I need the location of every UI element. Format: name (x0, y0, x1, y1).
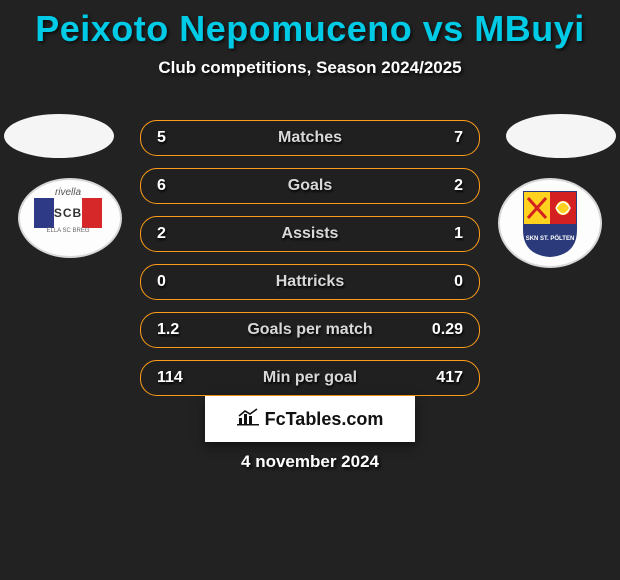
badge-left-mid: SCB (54, 206, 82, 220)
stat-label: Min per goal (213, 369, 407, 387)
stat-row-assists: 2 Assists 1 (140, 216, 480, 252)
comparison-card: Peixoto Nepomuceno vs MBuyi Club competi… (0, 0, 620, 580)
stat-left: 5 (141, 129, 213, 147)
svg-text:SKN ST. PÖLTEN: SKN ST. PÖLTEN (526, 235, 575, 242)
stat-right: 1 (407, 225, 479, 243)
stats-table: 5 Matches 7 6 Goals 2 2 Assists 1 0 Hatt… (140, 120, 480, 408)
stat-right: 0 (407, 273, 479, 291)
stat-left: 1.2 (141, 321, 213, 339)
stat-row-gpm: 1.2 Goals per match 0.29 (140, 312, 480, 348)
stat-left: 0 (141, 273, 213, 291)
stat-row-mpg: 114 Min per goal 417 (140, 360, 480, 396)
club-badge-left: rivella SCB ELLA SC BREG (18, 178, 122, 258)
stat-left: 2 (141, 225, 213, 243)
badge-left-bottom: ELLA SC BREG (34, 228, 102, 234)
stat-left: 114 (141, 369, 213, 387)
club-badge-right: SKN ST. PÖLTEN (498, 178, 602, 268)
subtitle: Club competitions, Season 2024/2025 (0, 58, 620, 78)
stat-label: Goals per match (213, 321, 407, 339)
player-right-placeholder (506, 114, 616, 158)
stat-row-matches: 5 Matches 7 (140, 120, 480, 156)
stat-left: 6 (141, 177, 213, 195)
watermark-text: FcTables.com (265, 409, 384, 430)
date-label: 4 november 2024 (0, 452, 620, 472)
badge-left-top: rivella (34, 187, 102, 198)
chart-icon (237, 408, 259, 431)
stat-row-hattricks: 0 Hattricks 0 (140, 264, 480, 300)
watermark-link[interactable]: FcTables.com (205, 396, 415, 442)
stat-row-goals: 6 Goals 2 (140, 168, 480, 204)
stat-right: 2 (407, 177, 479, 195)
stat-right: 417 (407, 369, 479, 387)
badge-left-stripes: SCB (34, 198, 102, 228)
stat-label: Hattricks (213, 273, 407, 291)
stat-right: 7 (407, 129, 479, 147)
shield-icon: SKN ST. PÖLTEN (520, 188, 580, 258)
stat-label: Assists (213, 225, 407, 243)
stat-label: Matches (213, 129, 407, 147)
stat-right: 0.29 (407, 321, 479, 339)
player-left-placeholder (4, 114, 114, 158)
stat-label: Goals (213, 177, 407, 195)
page-title: Peixoto Nepomuceno vs MBuyi (0, 0, 620, 50)
